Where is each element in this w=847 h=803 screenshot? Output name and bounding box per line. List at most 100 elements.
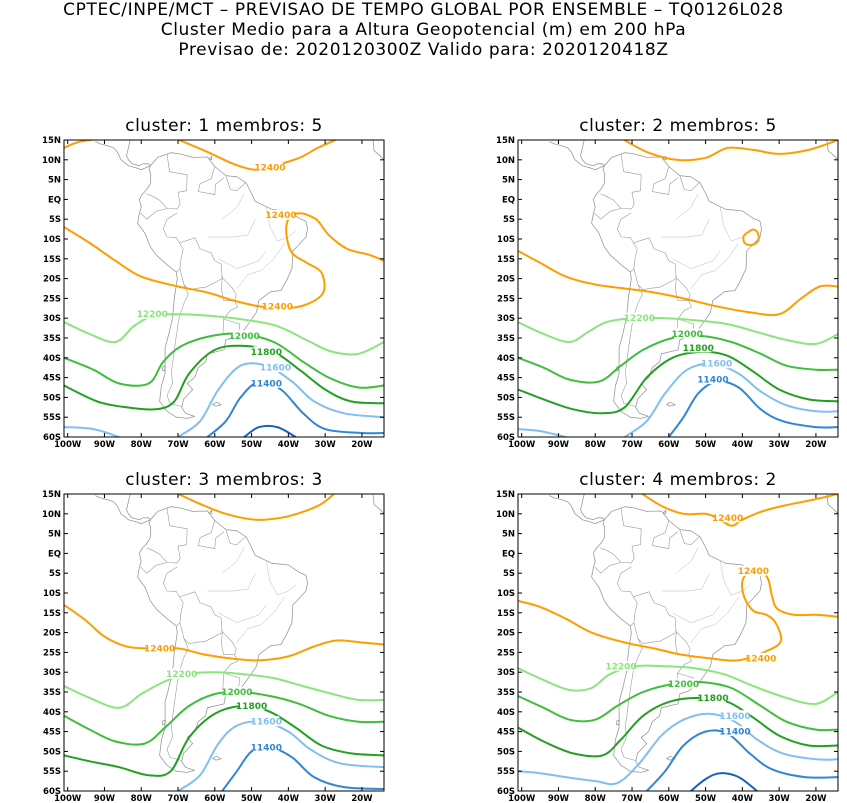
lon-tick-label: 40W: [732, 440, 754, 450]
lon-tick-label: 30W: [315, 440, 337, 450]
lon-tick-label: 100W: [508, 440, 536, 450]
lat-tick-label: 5N: [48, 176, 61, 186]
contour-label: 12000: [668, 680, 699, 690]
lat-tick-label: EQ: [502, 195, 515, 205]
lat-tick-label: 10N: [42, 156, 61, 166]
map-panel-2: cluster: 2 membros: 5 12200 12000 11800 1160…: [496, 116, 839, 450]
island-coastline: [161, 365, 166, 372]
lon-tick-label: 30W: [769, 440, 791, 450]
country-border: [651, 166, 679, 195]
state-border: [672, 250, 721, 269]
contour-label: 11400: [697, 376, 728, 386]
contour-line: [518, 316, 838, 346]
lon-tick-label: 40W: [278, 794, 300, 803]
central-america-coastline: [549, 140, 605, 171]
map-frame: [63, 139, 385, 438]
contour-line: [64, 671, 384, 709]
contour-label: 11400: [719, 728, 750, 738]
country-border: [677, 318, 695, 333]
lat-tick-label: 55S: [43, 767, 61, 777]
country-border: [600, 153, 642, 210]
lat-tick-label: 5S: [49, 215, 61, 225]
lon-tick-label: 90W: [548, 440, 570, 450]
country-border: [223, 672, 241, 687]
state-border: [676, 193, 699, 220]
contour-label: 12000: [229, 332, 260, 342]
lat-tick-label: 15N: [496, 136, 515, 146]
contour-line: [64, 344, 384, 411]
country-border: [600, 507, 642, 564]
lon-tick-label: 70W: [167, 440, 189, 450]
country-border: [674, 630, 691, 656]
central-america-coastline: [95, 494, 151, 525]
contour-label: 11800: [236, 702, 267, 712]
lat-tick-label: 45S: [497, 728, 515, 738]
contour-line: [518, 428, 567, 437]
contour-line: [221, 746, 384, 791]
lon-tick-label: 70W: [167, 794, 189, 803]
lat-tick-label: 40S: [497, 354, 515, 364]
lat-tick-label: 25S: [43, 648, 61, 658]
contour-line: [689, 772, 759, 791]
state-border: [672, 604, 721, 623]
panel-title: cluster: 1 membros: 5: [125, 116, 323, 136]
lon-tick-label: 60W: [204, 794, 226, 803]
contour-label: 12200: [605, 662, 636, 672]
state-border: [690, 242, 739, 289]
lat-tick-label: 50S: [497, 393, 515, 403]
contour-line: [64, 690, 384, 746]
lon-tick-label: 20W: [351, 440, 373, 450]
lat-tick-label: 55S: [43, 413, 61, 423]
lat-tick-label: 5N: [502, 530, 515, 540]
contour-line: [622, 140, 838, 162]
panel-title: cluster: 4 membros: 2: [579, 470, 777, 490]
contour-label: 11600: [251, 718, 282, 728]
country-border: [140, 562, 168, 574]
country-border: [679, 529, 700, 546]
country-border: [197, 520, 225, 549]
lat-tick-label: 60S: [497, 787, 515, 797]
central-america-coastline: [549, 494, 605, 525]
lon-tick-label: 20W: [805, 794, 827, 803]
lon-tick-label: 60W: [204, 440, 226, 450]
country-border: [222, 300, 238, 336]
lat-tick-label: 35S: [43, 688, 61, 698]
country-border: [679, 175, 700, 192]
contour-line: [206, 380, 384, 437]
lat-tick-label: 30S: [43, 314, 61, 324]
country-border: [162, 566, 184, 627]
country-border: [676, 300, 692, 336]
lon-tick-label: 30W: [315, 794, 337, 803]
panel-title: cluster: 3 membros: 3: [125, 470, 323, 490]
header-subtitle: Cluster Medio para a Altura Geopotencial…: [160, 20, 687, 40]
lat-tick-label: 60S: [497, 433, 515, 443]
lat-tick-label: 60S: [43, 787, 61, 797]
lat-tick-label: 5S: [49, 569, 61, 579]
contour-line: [176, 494, 336, 521]
lat-tick-label: 40S: [497, 708, 515, 718]
state-border: [236, 242, 285, 289]
country-border: [220, 630, 237, 656]
country-border: [146, 153, 188, 210]
contour-line: [64, 140, 98, 149]
contour-label: 11600: [719, 712, 750, 722]
lon-tick-label: 90W: [548, 794, 570, 803]
country-border: [633, 237, 677, 291]
state-border: [207, 573, 256, 592]
country-border: [166, 284, 189, 407]
lat-tick-label: 20S: [43, 275, 61, 285]
lon-tick-label: 70W: [621, 440, 643, 450]
lat-tick-label: 35S: [497, 688, 515, 698]
south-america-coastline: [591, 506, 762, 773]
contour-label: 11400: [251, 743, 282, 753]
island-coastline: [208, 509, 213, 514]
lon-tick-label: 80W: [585, 440, 607, 450]
state-border: [207, 219, 256, 238]
contour-line: [518, 249, 838, 317]
lat-tick-label: 55S: [497, 767, 515, 777]
lat-tick-label: 15N: [42, 136, 61, 146]
lat-tick-label: 5N: [502, 176, 515, 186]
contour-label: 11600: [701, 360, 732, 370]
map-frame: [517, 493, 839, 792]
